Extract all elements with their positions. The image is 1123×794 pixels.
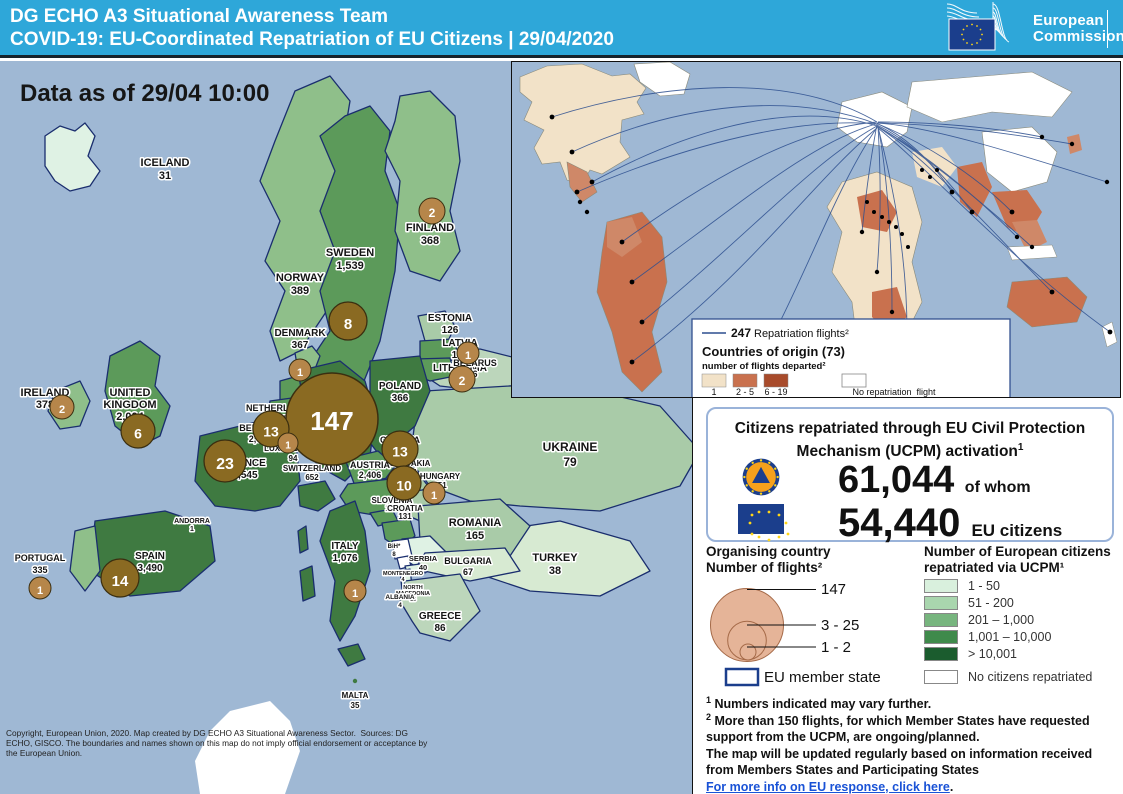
svg-text:31: 31	[159, 170, 171, 182]
svg-text:EU member state: EU member state	[764, 669, 881, 686]
svg-text:3 - 25: 3 - 25	[821, 617, 859, 634]
svg-text:8: 8	[344, 316, 352, 333]
svg-text:UNITED: UNITED	[110, 387, 151, 399]
svg-text:366: 366	[392, 393, 409, 404]
svg-text:147: 147	[821, 582, 846, 598]
svg-text:AUSTRIA: AUSTRIA	[350, 460, 390, 470]
svg-text:10: 10	[396, 478, 412, 494]
svg-text:1,539: 1,539	[336, 260, 364, 272]
svg-text:94: 94	[289, 454, 298, 463]
svg-text:2: 2	[429, 206, 436, 220]
svg-text:1: 1	[37, 585, 43, 597]
svg-text:652: 652	[305, 473, 319, 482]
svg-text:2,406: 2,406	[359, 470, 382, 480]
svg-text:1: 1	[297, 367, 303, 379]
svg-text:Countries of origin (73): Countries of origin (73)	[702, 344, 845, 359]
svg-text:147: 147	[310, 406, 353, 436]
svg-text:79: 79	[563, 455, 577, 469]
svg-text:14: 14	[112, 573, 129, 590]
svg-text:367: 367	[292, 340, 309, 351]
svg-text:6 - 19: 6 - 19	[764, 387, 787, 397]
svg-text:1: 1	[431, 490, 437, 502]
svg-text:2: 2	[459, 374, 466, 388]
svg-text:6: 6	[134, 426, 142, 442]
svg-text:SERBIA: SERBIA	[409, 554, 438, 563]
svg-text:number of flights departed²: number of flights departed²	[702, 361, 826, 372]
svg-text:3,490: 3,490	[137, 563, 162, 574]
svg-text:ITALY: ITALY	[331, 541, 359, 552]
svg-text:38: 38	[549, 565, 561, 577]
svg-text:1: 1	[711, 387, 716, 397]
svg-text:ALBANIA: ALBANIA	[385, 594, 415, 601]
svg-text:247: 247	[731, 326, 751, 340]
svg-text:ICELAND: ICELAND	[141, 157, 190, 169]
svg-text:4: 4	[398, 602, 402, 609]
svg-text:1,076: 1,076	[332, 553, 357, 564]
svg-text:126: 126	[442, 325, 459, 336]
svg-text:TURKEY: TURKEY	[532, 552, 578, 564]
svg-text:MALTA: MALTA	[342, 691, 369, 700]
svg-text:No repatriation flight: No repatriation flight	[852, 387, 936, 397]
svg-text:SPAIN: SPAIN	[135, 551, 165, 562]
svg-text:SWEDEN: SWEDEN	[326, 247, 374, 259]
svg-text:1: 1	[285, 441, 291, 452]
svg-text:368: 368	[421, 235, 439, 247]
svg-text:GREECE: GREECE	[419, 611, 462, 622]
svg-text:KINGDOM: KINGDOM	[103, 399, 156, 411]
svg-text:389: 389	[291, 285, 309, 297]
svg-text:2 - 5: 2 - 5	[736, 387, 754, 397]
svg-text:HUNGARY: HUNGARY	[420, 472, 461, 481]
svg-text:67: 67	[463, 567, 473, 577]
svg-text:2: 2	[59, 404, 65, 416]
svg-text:1: 1	[465, 350, 471, 362]
svg-text:1: 1	[190, 526, 194, 533]
svg-text:PORTUGAL: PORTUGAL	[15, 553, 66, 563]
svg-text:ANDORRA: ANDORRA	[174, 518, 210, 525]
svg-text:ROMANIA: ROMANIA	[449, 517, 502, 529]
svg-text:13: 13	[263, 424, 279, 440]
svg-text:BULGARIA: BULGARIA	[444, 556, 492, 566]
svg-text:Repatriation flights²: Repatriation flights²	[754, 328, 849, 340]
svg-text:POLAND: POLAND	[379, 381, 421, 392]
svg-text:1 - 2: 1 - 2	[821, 639, 851, 656]
svg-text:NORWAY: NORWAY	[276, 272, 325, 284]
svg-text:13: 13	[392, 444, 408, 460]
svg-text:Data as of 29/04 10:00: Data as of 29/04 10:00	[20, 80, 269, 107]
svg-text:131: 131	[398, 512, 412, 521]
svg-text:165: 165	[466, 530, 484, 542]
svg-text:86: 86	[434, 623, 446, 634]
svg-text:335: 335	[32, 565, 47, 575]
svg-text:1: 1	[352, 588, 358, 600]
svg-text:23: 23	[216, 456, 234, 473]
svg-text:UKRAINE: UKRAINE	[543, 440, 598, 454]
svg-text:ESTONIA: ESTONIA	[428, 313, 472, 324]
svg-text:DENMARK: DENMARK	[274, 328, 326, 339]
svg-text:35: 35	[351, 701, 360, 710]
svg-text:BiH*: BiH*	[388, 544, 401, 550]
